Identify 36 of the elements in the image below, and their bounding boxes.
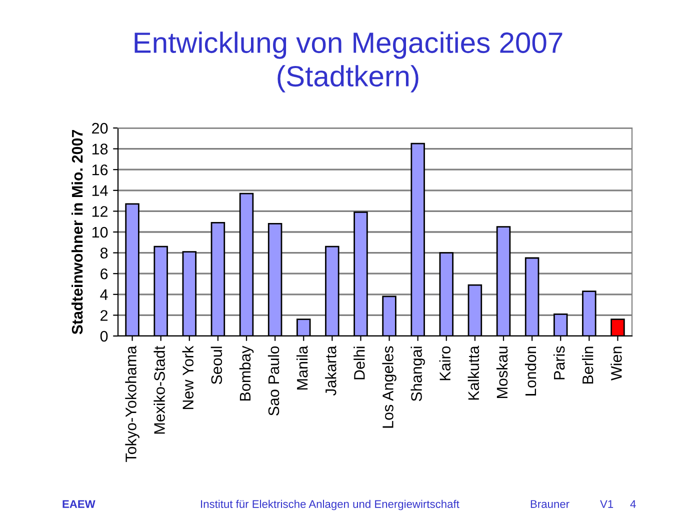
text: Brauner (530, 500, 570, 508)
y-tick-label: 2 (100, 310, 108, 321)
x-tick-label: Manila (296, 346, 308, 390)
x-tick-label: Bombay (239, 346, 254, 401)
text: V1 (600, 500, 614, 508)
x-tick-label: Delhi (354, 346, 365, 380)
x-tick-label: Kairo (439, 346, 450, 380)
chart-title: Entwicklung von Megacities 2007 (Stadtkern) (134, 32, 562, 92)
x-tick-label: Tokyo-Yokohama (125, 346, 140, 462)
y-tick-label: 0 (100, 330, 108, 342)
x-tick-label: Paris (553, 346, 565, 380)
y-tick-label: 4 (100, 289, 108, 300)
x-tick-label: Kalkutta (468, 346, 480, 400)
y-axis-title: Stadteinwohner in Mio. 2007 (71, 130, 83, 334)
y-tick-label: 8 (100, 248, 108, 258)
x-tick-label: Los Angeles (382, 346, 396, 428)
x-tick-label: New York (182, 346, 194, 410)
y-tick-label: 20 (92, 122, 108, 134)
x-tick-label: Seoul (210, 346, 222, 384)
text: EAEW (62, 500, 96, 508)
y-tick-label: 16 (92, 164, 108, 176)
x-tick-label: Jakarta (325, 346, 336, 396)
x-tick-label: London (524, 346, 536, 396)
y-tick-label: 14 (92, 185, 108, 196)
y-tick-label: 6 (100, 268, 108, 280)
x-tick-label: Mexiko-Stadt (154, 346, 165, 434)
text: 4 (630, 500, 636, 508)
x-tick-label: Berlin (582, 346, 594, 384)
y-tick-label: 12 (92, 206, 108, 217)
y-tick-label: 18 (92, 144, 108, 154)
text: Institut für Elektrische Anlagen und Energiewirtschaft (201, 500, 460, 510)
y-tick-label: 10 (92, 226, 108, 238)
x-tick-label: Shangai (410, 346, 425, 402)
x-tick-label: Wien (610, 346, 622, 380)
x-tick-label: Moskau (496, 346, 508, 398)
x-tick-label: Sao Paulo (268, 346, 280, 416)
